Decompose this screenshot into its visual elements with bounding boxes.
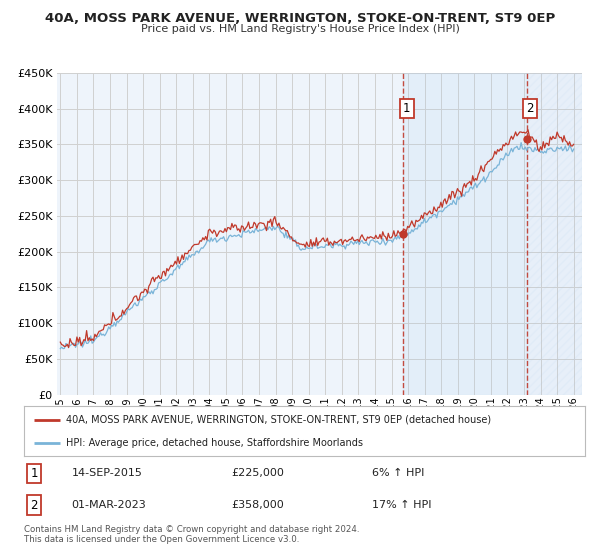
Bar: [527, 73, 582, 395]
Text: £225,000: £225,000: [232, 468, 284, 478]
Text: 17% ↑ HPI: 17% ↑ HPI: [372, 500, 431, 510]
Text: 1: 1: [31, 467, 38, 480]
Text: 40A, MOSS PARK AVENUE, WERRINGTON, STOKE-ON-TRENT, ST9 0EP: 40A, MOSS PARK AVENUE, WERRINGTON, STOKE…: [45, 12, 555, 25]
Text: Contains HM Land Registry data © Crown copyright and database right 2024.: Contains HM Land Registry data © Crown c…: [24, 525, 359, 534]
Text: This data is licensed under the Open Government Licence v3.0.: This data is licensed under the Open Gov…: [24, 535, 299, 544]
Text: 2: 2: [31, 498, 38, 512]
Text: 40A, MOSS PARK AVENUE, WERRINGTON, STOKE-ON-TRENT, ST9 0EP (detached house): 40A, MOSS PARK AVENUE, WERRINGTON, STOKE…: [66, 414, 491, 424]
Text: 2: 2: [526, 102, 534, 115]
Text: 14-SEP-2015: 14-SEP-2015: [71, 468, 143, 478]
Bar: [403, 73, 527, 395]
Text: 6% ↑ HPI: 6% ↑ HPI: [372, 468, 424, 478]
Text: Price paid vs. HM Land Registry's House Price Index (HPI): Price paid vs. HM Land Registry's House …: [140, 24, 460, 34]
Text: 01-MAR-2023: 01-MAR-2023: [71, 500, 146, 510]
Text: HPI: Average price, detached house, Staffordshire Moorlands: HPI: Average price, detached house, Staf…: [66, 438, 363, 448]
Text: £358,000: £358,000: [232, 500, 284, 510]
Text: 1: 1: [403, 102, 410, 115]
